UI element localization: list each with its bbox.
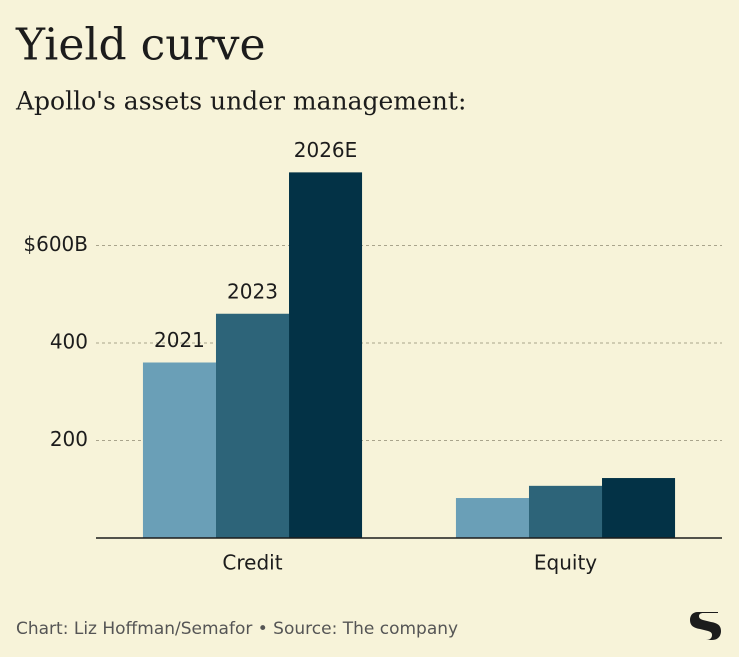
y-tick-label: 200 — [50, 427, 88, 451]
logo — [690, 612, 721, 640]
bar — [528, 485, 603, 538]
legend-label: 2023 — [227, 279, 278, 303]
bar — [289, 172, 363, 538]
legend-label: 2021 — [154, 328, 205, 352]
chart-subtitle: Apollo's assets under management: — [15, 87, 466, 116]
y-tick-label: 400 — [50, 330, 88, 354]
bar — [215, 313, 290, 538]
y-tick-label: $600B — [23, 232, 88, 256]
chart-title: Yield curve — [15, 20, 266, 71]
legend-label: 2026E — [294, 138, 358, 162]
bar — [142, 362, 216, 538]
bar — [602, 478, 676, 538]
source-note: Chart: Liz Hoffman/Semafor • Source: The… — [16, 619, 458, 639]
x-tick-label: Equity — [534, 551, 597, 575]
x-tick-label: Credit — [222, 551, 282, 575]
bar — [455, 498, 529, 538]
logo-mark — [690, 612, 721, 640]
